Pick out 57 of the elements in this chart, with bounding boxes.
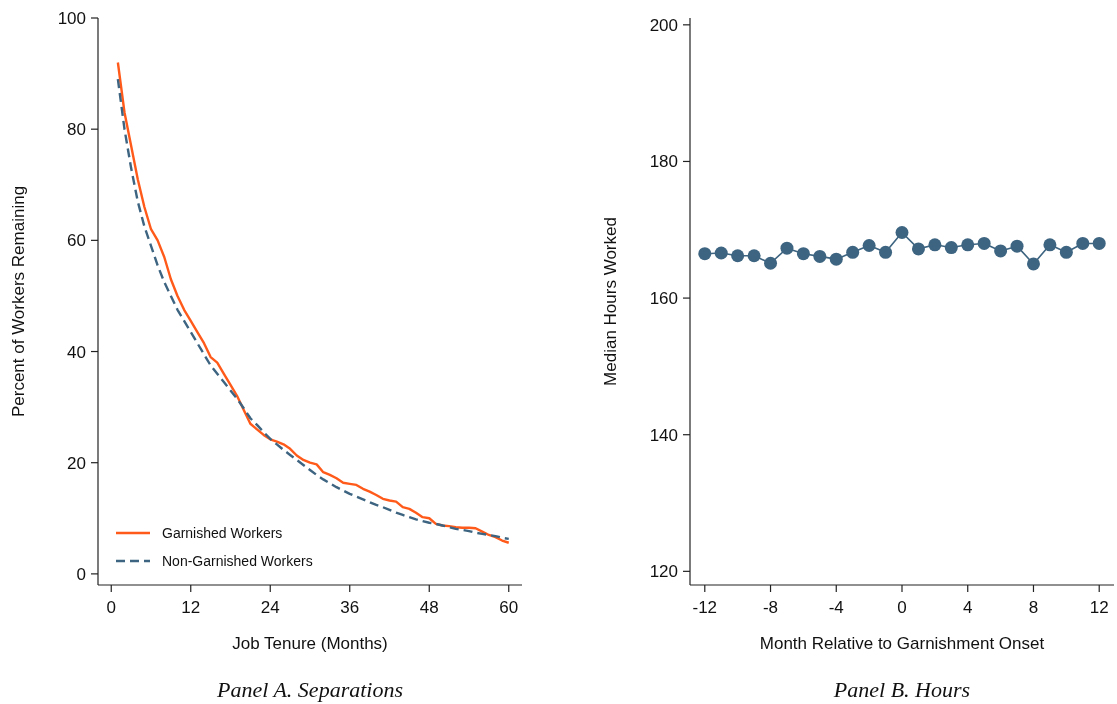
point	[698, 247, 712, 261]
x-tick-label: 48	[419, 598, 439, 617]
x-tick-label: 8	[1028, 598, 1039, 617]
point	[911, 242, 925, 256]
point	[1076, 236, 1090, 250]
point	[944, 241, 958, 255]
y-tick-label: 180	[649, 152, 678, 172]
y-tick-label: 0	[76, 564, 86, 584]
point	[764, 256, 778, 270]
point	[1092, 236, 1106, 250]
y-tick-label: 60	[67, 231, 86, 251]
point	[714, 246, 728, 260]
text: Panel A. Separations	[216, 677, 403, 702]
point	[1043, 238, 1057, 252]
y-tick-label: 160	[649, 289, 678, 309]
x-axis-title: Job Tenure (Months)	[232, 634, 388, 653]
x-tick-label: 12	[181, 598, 201, 617]
point	[780, 241, 794, 255]
x-tick-label: 0	[106, 598, 116, 617]
x-tick-label: -4	[828, 598, 844, 617]
x-tick-label: -12	[692, 598, 718, 617]
legend-label: Garnished Workers	[162, 525, 283, 541]
point	[796, 247, 810, 261]
y-tick-label: 120	[649, 562, 678, 582]
point	[747, 249, 761, 263]
text: Panel B. Hours	[832, 677, 971, 702]
x-tick-label: 36	[340, 598, 360, 617]
point	[1059, 245, 1073, 259]
point	[895, 226, 909, 239]
point	[879, 245, 893, 259]
y-tick-label: 140	[649, 425, 678, 445]
point	[928, 238, 942, 252]
point	[731, 249, 745, 263]
x-tick-label: 12	[1089, 598, 1109, 617]
y-axis-title: Percent of Workers Remaining	[9, 185, 28, 418]
point	[1010, 239, 1024, 253]
point	[994, 244, 1008, 258]
point	[862, 238, 876, 252]
x-tick-label: 60	[499, 598, 519, 617]
point	[846, 245, 860, 259]
x-axis-title: Month Relative to Garnishment Onset	[759, 634, 1045, 653]
point	[829, 252, 843, 266]
legend-label: Non-Garnished Workers	[162, 553, 313, 569]
x-tick-label: 0	[897, 598, 907, 617]
y-tick-label: 80	[67, 120, 86, 140]
x-tick-label: 4	[963, 598, 973, 617]
point	[961, 238, 975, 252]
y-axis-title: Median Hours Worked	[601, 217, 620, 386]
y-tick-label: 20	[67, 453, 86, 473]
point	[1026, 257, 1040, 271]
y-tick-label: 200	[649, 15, 678, 35]
y-tick-label: 40	[67, 342, 86, 362]
x-tick-label: 24	[260, 598, 280, 617]
point	[813, 249, 827, 263]
x-tick-label: -8	[762, 598, 779, 617]
point	[977, 236, 991, 250]
y-tick-label: 100	[57, 9, 86, 28]
